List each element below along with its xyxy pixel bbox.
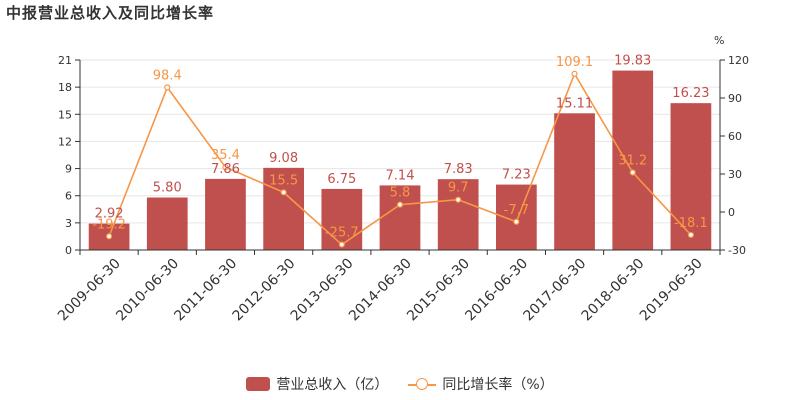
chart-title: 中报营业总收入及同比增长率 — [6, 4, 215, 22]
growth-data-label: 15.5 — [269, 173, 298, 188]
bar — [437, 179, 479, 250]
growth-data-label: 98.4 — [153, 68, 182, 83]
growth-point — [222, 164, 229, 171]
bars-layer — [88, 70, 712, 251]
legend: 营业总收入（亿） 同比增长率（%） — [0, 372, 800, 396]
legend-line-swatch — [408, 377, 437, 391]
growth-data-label: 35.4 — [211, 148, 240, 163]
growth-data-label: -25.7 — [325, 226, 359, 241]
legend-label-growth: 同比增长率（%） — [442, 377, 554, 393]
left-axis-tick-label: 12 — [58, 135, 72, 148]
growth-point — [280, 189, 287, 196]
growth-data-label: 31.2 — [618, 153, 647, 168]
right-axis-tick-label: 90 — [728, 92, 742, 105]
growth-data-label: -19.2 — [92, 217, 126, 232]
bar — [554, 113, 595, 251]
growth-point — [513, 218, 520, 225]
bar-data-label: 9.08 — [269, 151, 298, 166]
left-axis-tick-label: 6 — [65, 190, 72, 203]
growth-point — [571, 70, 578, 77]
bar — [146, 197, 188, 250]
right-axis-unit: % — [714, 34, 724, 47]
right-axis-tick-label: 0 — [728, 206, 735, 219]
growth-data-label: -7.7 — [504, 203, 529, 218]
bar-data-label: 2.92 — [95, 207, 124, 222]
left-axis-tick-label: 21 — [58, 54, 72, 67]
growth-point — [455, 196, 462, 203]
bar — [379, 185, 421, 250]
right-axis-tick-label: 30 — [728, 168, 742, 181]
left-axis-tick-label: 18 — [58, 81, 72, 94]
growth-data-label: 9.7 — [448, 181, 469, 196]
bar-data-label: 7.14 — [386, 168, 415, 183]
bar-data-label: 7.23 — [502, 168, 531, 183]
growth-point — [105, 233, 113, 240]
bar — [670, 103, 712, 251]
bar-data-label: 6.75 — [327, 172, 356, 187]
legend-item-growth[interactable]: 同比增长率（%） — [408, 374, 554, 394]
bar-data-label: 16.23 — [672, 86, 709, 101]
bar-data-label: 15.11 — [556, 96, 593, 111]
bar-data-label: 7.83 — [444, 162, 473, 177]
right-axis-tick-label: 60 — [728, 130, 742, 143]
bar — [321, 188, 363, 250]
legend-bar-swatch — [246, 377, 271, 391]
growth-data-label: 5.8 — [390, 186, 411, 201]
legend-item-revenue[interactable]: 营业总收入（亿） — [246, 374, 388, 394]
bar — [612, 70, 654, 250]
x-axis-tick-label: 2019-06-30 — [637, 256, 706, 325]
growth-data-label: -18.1 — [674, 216, 708, 231]
right-axis-tick-label: -30 — [728, 244, 746, 257]
growth-point — [687, 231, 695, 239]
bar — [263, 167, 304, 250]
growth-point — [338, 241, 345, 248]
bar — [205, 178, 246, 250]
right-axis-tick-label: 120 — [728, 54, 749, 67]
left-axis-tick-label: 3 — [65, 217, 72, 230]
left-axis-tick-label: 0 — [65, 244, 72, 257]
left-axis-tick-label: 9 — [65, 163, 72, 176]
growth-data-label: 109.1 — [556, 55, 593, 70]
bar-data-label: 5.80 — [153, 181, 182, 196]
bar-data-label: 7.86 — [211, 162, 240, 177]
growth-point — [629, 169, 636, 176]
labels-layer: 2.92 5.80 7.86 9.08 6.75 7.14 7.83 7.23 15.11 19.… — [92, 54, 709, 241]
legend-label-revenue: 营业总收入（亿） — [276, 377, 389, 393]
growth-point — [164, 84, 171, 91]
growth-point — [396, 201, 404, 208]
line-layer — [105, 70, 695, 248]
left-axis-tick-label: 15 — [58, 108, 72, 121]
bar-data-label: 19.83 — [614, 54, 651, 69]
